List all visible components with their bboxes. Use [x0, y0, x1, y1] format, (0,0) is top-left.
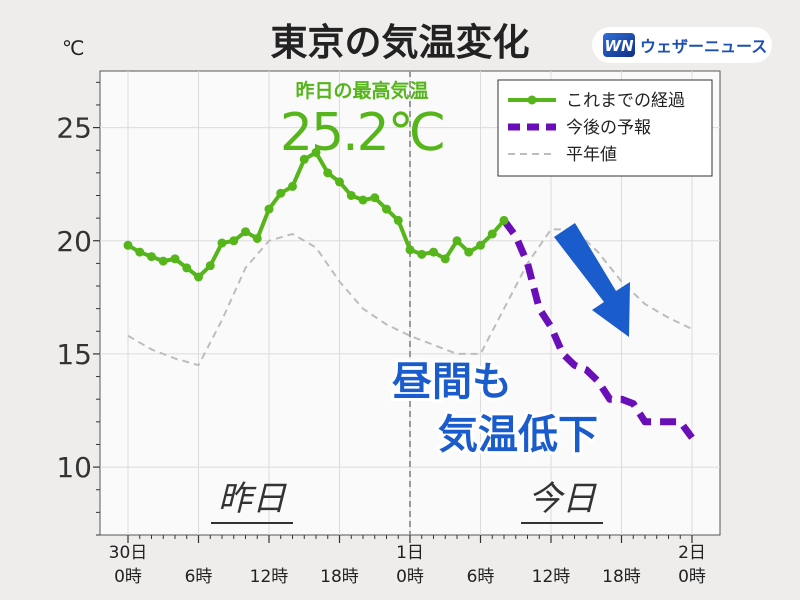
- series-line-forecast: [501, 218, 695, 440]
- data-point-observed: [429, 247, 438, 257]
- data-point-observed: [476, 240, 485, 250]
- day-label-today: 今日: [528, 479, 597, 519]
- data-point-observed: [452, 236, 462, 246]
- callout-line-1: 昼間も: [392, 359, 512, 405]
- data-point-observed: [147, 252, 156, 262]
- data-point-observed: [229, 236, 239, 246]
- data-point-observed: [252, 233, 262, 243]
- data-point-observed: [487, 229, 497, 239]
- x-tick-label-hour: 18時: [602, 567, 641, 587]
- data-point-observed: [182, 263, 192, 273]
- data-point-observed: [288, 181, 297, 191]
- data-point-observed: [417, 249, 427, 259]
- x-axis: 30日 0時 6時 12時 18時 1日 0時 6時 12時 18時 2日 0時: [109, 535, 706, 587]
- day-label-yesterday: 昨日: [218, 479, 287, 519]
- data-point-observed: [323, 168, 333, 178]
- y-tick-label: 15: [56, 338, 92, 371]
- x-tick-label-hour: 0時: [678, 567, 706, 587]
- x-tick-label-hour: 18時: [320, 567, 359, 587]
- y-tick-label: 10: [56, 451, 92, 484]
- y-tick-label: 20: [56, 225, 92, 258]
- series-layer: [123, 147, 695, 440]
- data-point-observed: [276, 188, 286, 198]
- gridlines: [100, 71, 720, 535]
- data-point-observed: [464, 247, 474, 257]
- data-point-observed: [217, 238, 227, 248]
- x-tick-label-hour: 6時: [467, 567, 495, 587]
- brand-badge-text: WN: [604, 37, 634, 55]
- data-point-observed: [335, 177, 344, 187]
- max-temp-value: 25.2℃: [280, 103, 444, 163]
- data-point-observed: [205, 261, 215, 271]
- data-point-observed: [405, 245, 415, 255]
- data-point-observed: [440, 254, 450, 264]
- data-point-observed: [346, 190, 356, 200]
- data-point-observed: [499, 215, 509, 225]
- x-tick-label-day: 2日: [678, 543, 706, 563]
- data-point-observed: [299, 154, 309, 164]
- legend-label-observed: これまでの経過: [566, 91, 685, 111]
- data-point-observed: [241, 227, 250, 237]
- x-tick-label-day: 1日: [396, 543, 424, 563]
- y-axis: 10 15 20 25: [56, 81, 100, 536]
- x-tick-label-hour: 0時: [396, 567, 424, 587]
- x-tick-label-day: 30日: [109, 543, 148, 563]
- data-point-observed: [382, 204, 391, 214]
- page-title: 東京の気温変化: [271, 21, 530, 64]
- series-line-normal: [127, 228, 693, 367]
- data-point-observed: [311, 147, 321, 157]
- legend-marker-observed: [527, 95, 537, 105]
- max-temp-label: 昨日の最高気温: [295, 79, 428, 102]
- x-tick-label-hour: 12時: [250, 567, 289, 587]
- data-point-observed: [393, 215, 403, 225]
- data-point-observed: [264, 204, 274, 214]
- brand-logo: WN ウェザーニュース: [592, 27, 772, 63]
- x-tick-label-hour: 6時: [185, 567, 213, 587]
- down-arrow-icon: [554, 223, 630, 337]
- legend-label-forecast: 今後の予報: [566, 118, 651, 138]
- callout-line-2: 気温低下: [438, 412, 598, 458]
- data-point-observed: [135, 247, 145, 257]
- data-point-observed: [194, 272, 203, 282]
- legend-label-normal: 平年値: [566, 145, 617, 165]
- brand-name: ウェザーニュース: [640, 37, 767, 56]
- x-tick-label-hour: 12時: [532, 567, 571, 587]
- data-point-observed: [370, 193, 380, 203]
- x-tick-label-hour: 0時: [114, 567, 142, 587]
- data-point-observed: [170, 254, 180, 264]
- data-point-observed: [358, 195, 368, 205]
- y-unit-label: ℃: [62, 36, 84, 60]
- data-point-observed: [123, 240, 133, 250]
- data-point-observed: [158, 256, 168, 266]
- y-tick-label: 25: [56, 112, 92, 145]
